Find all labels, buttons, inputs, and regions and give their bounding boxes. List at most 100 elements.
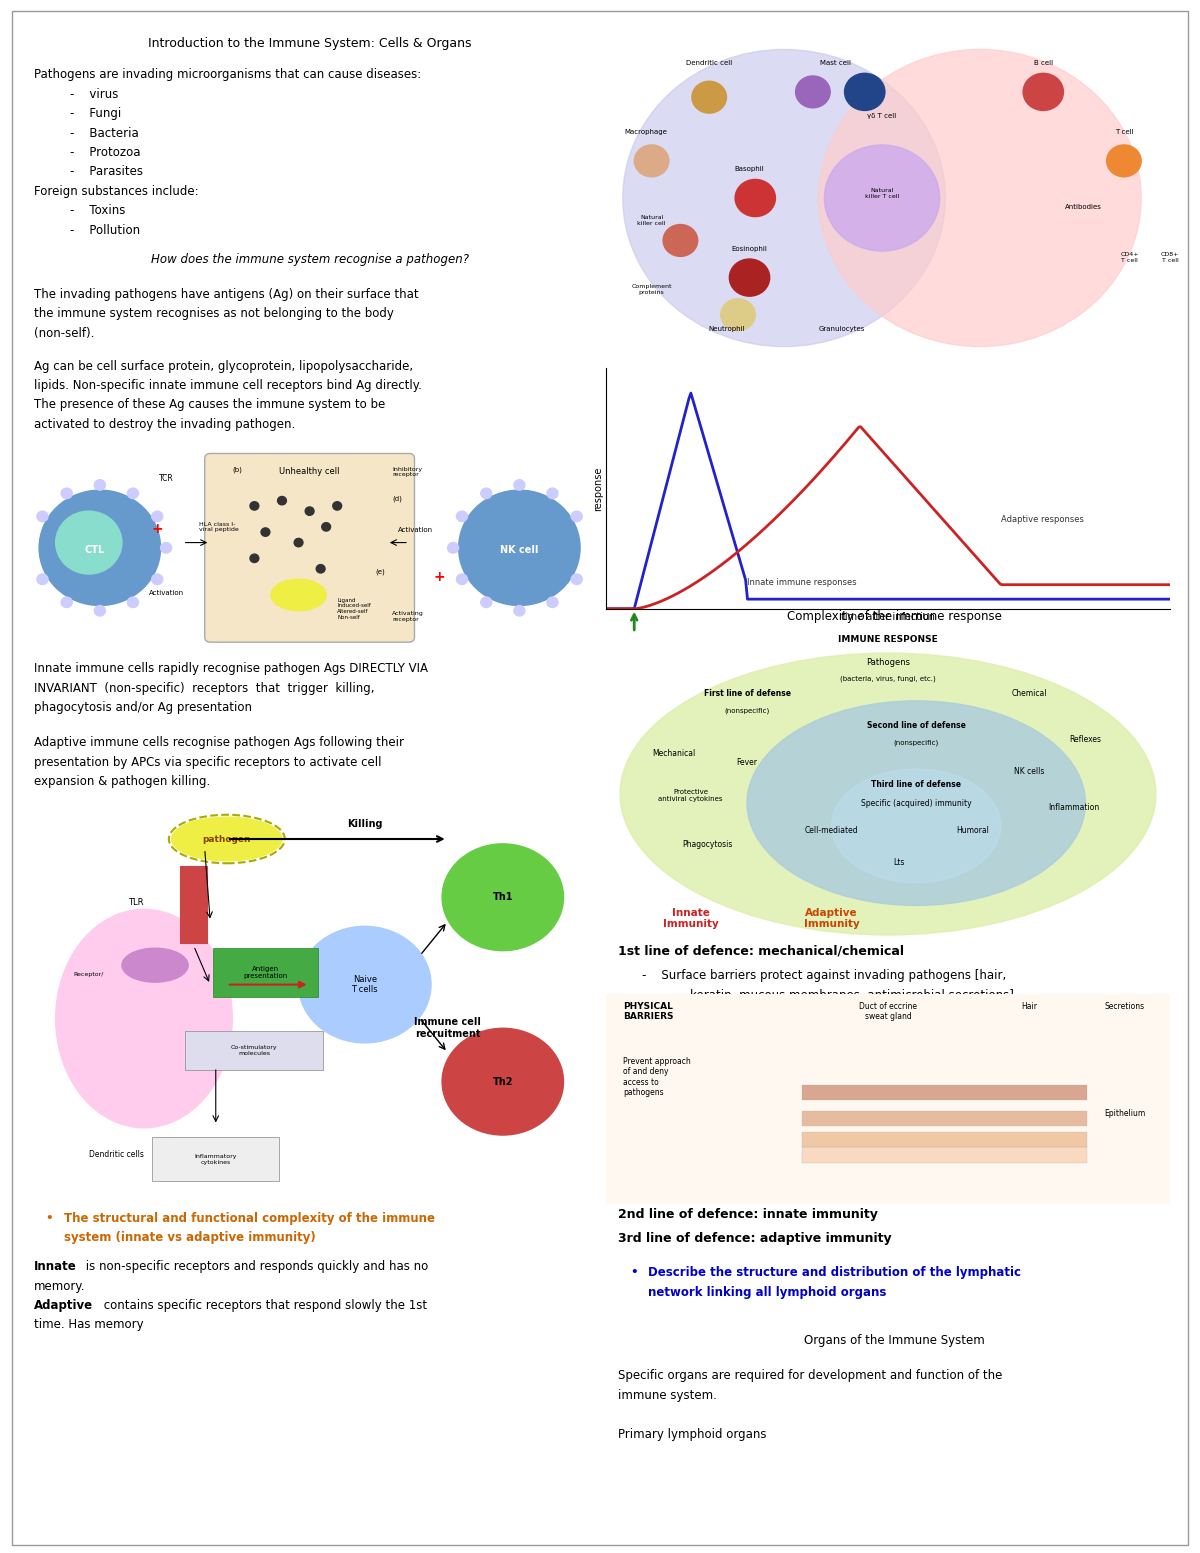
Text: Specific (acquired) immunity: Specific (acquired) immunity bbox=[860, 798, 972, 808]
Circle shape bbox=[664, 225, 697, 256]
Circle shape bbox=[824, 144, 940, 252]
Ellipse shape bbox=[271, 579, 326, 610]
Circle shape bbox=[721, 298, 755, 331]
Circle shape bbox=[151, 575, 163, 584]
Text: the immune system recognises as not belonging to the body: the immune system recognises as not belo… bbox=[34, 307, 394, 320]
Circle shape bbox=[55, 511, 122, 575]
Text: Natural
killer T cell: Natural killer T cell bbox=[865, 188, 899, 199]
Circle shape bbox=[458, 491, 580, 606]
Text: PHYSICAL
BARRIERS: PHYSICAL BARRIERS bbox=[623, 1002, 673, 1022]
FancyBboxPatch shape bbox=[205, 453, 414, 641]
Circle shape bbox=[730, 259, 769, 297]
Text: is non-specific receptors and responds quickly and has no: is non-specific receptors and responds q… bbox=[82, 1259, 428, 1273]
Text: immune system.: immune system. bbox=[618, 1388, 716, 1402]
Text: Co-stimulatory
molecules: Co-stimulatory molecules bbox=[232, 1045, 277, 1056]
Text: +: + bbox=[152, 522, 163, 536]
Circle shape bbox=[796, 76, 830, 107]
Text: Secretions: Secretions bbox=[1105, 1002, 1145, 1011]
Text: +: + bbox=[433, 570, 445, 584]
Text: Antibodies: Antibodies bbox=[1066, 203, 1102, 210]
Text: Organs of the Immune System: Organs of the Immune System bbox=[804, 1334, 984, 1348]
Text: Innate immune cells rapidly recognise pathogen Ags DIRECTLY VIA: Innate immune cells rapidly recognise pa… bbox=[34, 662, 427, 676]
FancyBboxPatch shape bbox=[803, 1110, 1086, 1126]
Text: Adaptive responses: Adaptive responses bbox=[1001, 516, 1084, 523]
FancyBboxPatch shape bbox=[803, 1132, 1086, 1148]
Text: Prevent approach
of and deny
access to
pathogens: Prevent approach of and deny access to p… bbox=[623, 1056, 691, 1096]
Text: Duct of eccrine
sweat gland: Duct of eccrine sweat gland bbox=[859, 1002, 917, 1022]
Text: Third line of defense: Third line of defense bbox=[871, 780, 961, 789]
Text: (e): (e) bbox=[376, 568, 385, 575]
Text: Activation: Activation bbox=[398, 526, 433, 533]
X-axis label: time after infection: time after infection bbox=[841, 612, 935, 621]
Text: -    Surface barriers protect against invading pathogens [hair,: - Surface barriers protect against invad… bbox=[642, 969, 1007, 983]
Circle shape bbox=[845, 73, 884, 110]
Text: -    virus: - virus bbox=[70, 87, 118, 101]
Text: -    Pollution: - Pollution bbox=[70, 224, 139, 236]
Text: TLR: TLR bbox=[128, 898, 144, 907]
Text: Inhibitory
receptor: Inhibitory receptor bbox=[392, 466, 422, 477]
Circle shape bbox=[299, 926, 431, 1042]
Circle shape bbox=[305, 506, 314, 516]
Text: First line of defense: First line of defense bbox=[703, 690, 791, 699]
FancyBboxPatch shape bbox=[803, 1084, 1086, 1100]
Circle shape bbox=[547, 488, 558, 499]
Circle shape bbox=[456, 511, 468, 522]
Circle shape bbox=[277, 497, 287, 505]
Text: Mechanical: Mechanical bbox=[652, 749, 695, 758]
Text: The presence of these Ag causes the immune system to be: The presence of these Ag causes the immu… bbox=[34, 398, 385, 412]
Text: Th2: Th2 bbox=[492, 1076, 514, 1087]
Text: time. Has memory: time. Has memory bbox=[34, 1318, 143, 1331]
Text: phagocytosis and/or Ag presentation: phagocytosis and/or Ag presentation bbox=[34, 700, 252, 714]
Text: Complexity of the immune response: Complexity of the immune response bbox=[786, 610, 1002, 623]
Text: The invading pathogens have antigens (Ag) on their surface that: The invading pathogens have antigens (Ag… bbox=[34, 287, 419, 301]
Text: T cell: T cell bbox=[1115, 129, 1133, 135]
Text: Primary lymphoid organs: Primary lymphoid organs bbox=[618, 1427, 767, 1441]
Text: -    Damage to surface barriers allows pathogens to pass: - Damage to surface barriers allows path… bbox=[642, 1011, 978, 1023]
Circle shape bbox=[456, 575, 468, 584]
Text: γδ T cell: γδ T cell bbox=[868, 113, 896, 120]
Text: system (innate vs adaptive immunity): system (innate vs adaptive immunity) bbox=[64, 1232, 316, 1244]
Text: (nonspecific): (nonspecific) bbox=[725, 708, 769, 714]
Circle shape bbox=[442, 1028, 564, 1135]
Circle shape bbox=[1106, 144, 1141, 177]
Text: Macrophage: Macrophage bbox=[624, 129, 667, 135]
Text: presentation by APCs via specific receptors to activate cell: presentation by APCs via specific recept… bbox=[34, 755, 382, 769]
Text: Innate immune responses: Innate immune responses bbox=[746, 578, 857, 587]
Circle shape bbox=[95, 480, 106, 491]
Text: Adaptive: Adaptive bbox=[34, 1298, 92, 1312]
FancyBboxPatch shape bbox=[180, 865, 208, 943]
Text: -    Bacteria: - Bacteria bbox=[70, 126, 138, 140]
Circle shape bbox=[547, 596, 558, 607]
Text: 2nd line of defence: innate immunity: 2nd line of defence: innate immunity bbox=[618, 1208, 878, 1221]
Text: pathogen: pathogen bbox=[203, 834, 251, 843]
Text: Dendritic cell: Dendritic cell bbox=[686, 61, 732, 67]
Circle shape bbox=[332, 502, 342, 509]
Text: Ligand
Induced-self
Altered-self
Non-self: Ligand Induced-self Altered-self Non-sel… bbox=[337, 598, 371, 620]
Text: Innate: Innate bbox=[34, 1259, 77, 1273]
Text: Innate
Immunity: Innate Immunity bbox=[662, 907, 719, 929]
Text: CD8+
T cell: CD8+ T cell bbox=[1160, 252, 1180, 262]
Circle shape bbox=[61, 596, 72, 607]
Text: (bacteria, virus, fungi, etc.): (bacteria, virus, fungi, etc.) bbox=[840, 676, 936, 682]
Circle shape bbox=[514, 606, 524, 617]
Text: Lts: Lts bbox=[894, 857, 905, 867]
Circle shape bbox=[692, 81, 726, 113]
Text: expansion & pathogen killing.: expansion & pathogen killing. bbox=[34, 775, 210, 787]
Text: IMMUNE RESPONSE: IMMUNE RESPONSE bbox=[838, 635, 938, 644]
Text: activated to destroy the invading pathogen.: activated to destroy the invading pathog… bbox=[34, 418, 295, 430]
Text: Adaptive
Immunity: Adaptive Immunity bbox=[804, 907, 859, 929]
Ellipse shape bbox=[620, 652, 1156, 935]
Text: Granulocytes: Granulocytes bbox=[818, 326, 865, 332]
Ellipse shape bbox=[746, 700, 1086, 905]
Text: How does the immune system recognise a pathogen?: How does the immune system recognise a p… bbox=[151, 253, 469, 266]
Text: Th1: Th1 bbox=[492, 893, 514, 902]
Ellipse shape bbox=[832, 769, 1001, 882]
Ellipse shape bbox=[55, 910, 233, 1127]
Text: INVARIANT  (non-specific)  receptors  that  trigger  killing,: INVARIANT (non-specific) receptors that … bbox=[34, 682, 374, 694]
Circle shape bbox=[1024, 73, 1063, 110]
Circle shape bbox=[481, 488, 492, 499]
Text: CD4+
T cell: CD4+ T cell bbox=[1121, 252, 1139, 262]
Text: 1st line of defence: mechanical/chemical: 1st line of defence: mechanical/chemical bbox=[618, 944, 904, 957]
Text: •: • bbox=[46, 1211, 53, 1225]
Text: (d): (d) bbox=[392, 495, 402, 502]
